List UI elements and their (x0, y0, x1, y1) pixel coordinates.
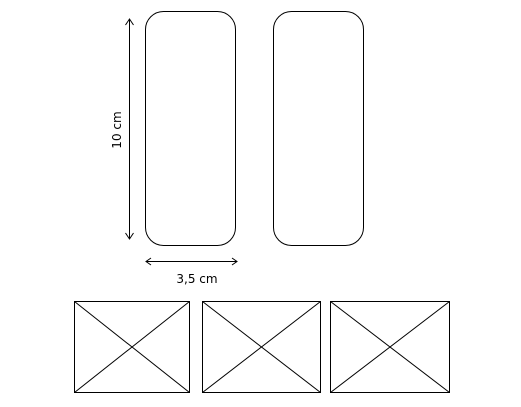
placeholder-box-2 (202, 301, 321, 393)
rounded-rectangle-left (145, 11, 236, 246)
placeholder-box-3 (330, 301, 450, 393)
placeholder-box-1 (74, 301, 190, 393)
width-dimension-arrow (145, 257, 238, 266)
height-dimension-arrow (125, 18, 134, 240)
height-dimension-label: 10 cm (110, 111, 124, 148)
rounded-rectangle-right (273, 11, 364, 246)
width-dimension-label: 3,5 cm (176, 272, 217, 286)
